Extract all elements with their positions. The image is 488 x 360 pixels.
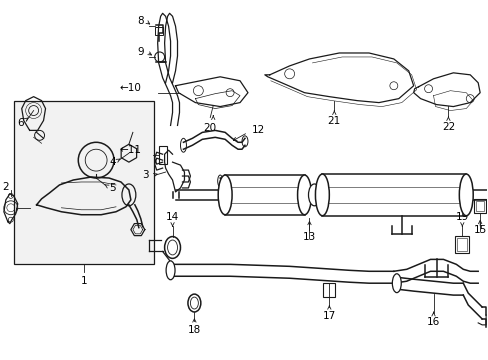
Bar [475,201,483,211]
Bar [473,199,485,213]
Text: 14: 14 [165,212,179,222]
Text: 17: 17 [322,311,335,321]
Bar [456,238,467,251]
Text: 21: 21 [327,117,340,126]
Bar [454,235,468,253]
Bar [154,27,163,35]
Text: 13: 13 [302,231,315,242]
Text: 1: 1 [80,276,87,286]
Bar [322,174,466,216]
Text: 5: 5 [109,183,116,193]
Text: 20: 20 [203,123,216,134]
Ellipse shape [218,175,232,215]
Text: 4: 4 [109,157,116,167]
Text: 9: 9 [137,47,144,57]
Ellipse shape [166,261,175,280]
Text: 16: 16 [426,317,439,327]
Bar [224,175,304,215]
Text: 2: 2 [2,182,9,192]
Ellipse shape [308,184,320,206]
Ellipse shape [458,174,472,216]
Bar [14,100,153,264]
Ellipse shape [297,175,311,215]
Bar [158,146,166,164]
Text: 6: 6 [17,118,23,129]
Text: 3: 3 [142,170,148,180]
Text: 19: 19 [455,212,468,222]
Ellipse shape [391,274,401,293]
Text: 8: 8 [137,16,144,26]
Text: 7: 7 [251,178,258,188]
Text: 22: 22 [441,122,454,132]
Bar [323,283,335,297]
Text: ←11: ←11 [120,145,142,155]
Text: ←10: ←10 [120,83,142,93]
Text: 18: 18 [187,325,201,335]
Ellipse shape [315,174,328,216]
Text: 15: 15 [472,225,486,235]
Text: 12: 12 [251,125,264,135]
